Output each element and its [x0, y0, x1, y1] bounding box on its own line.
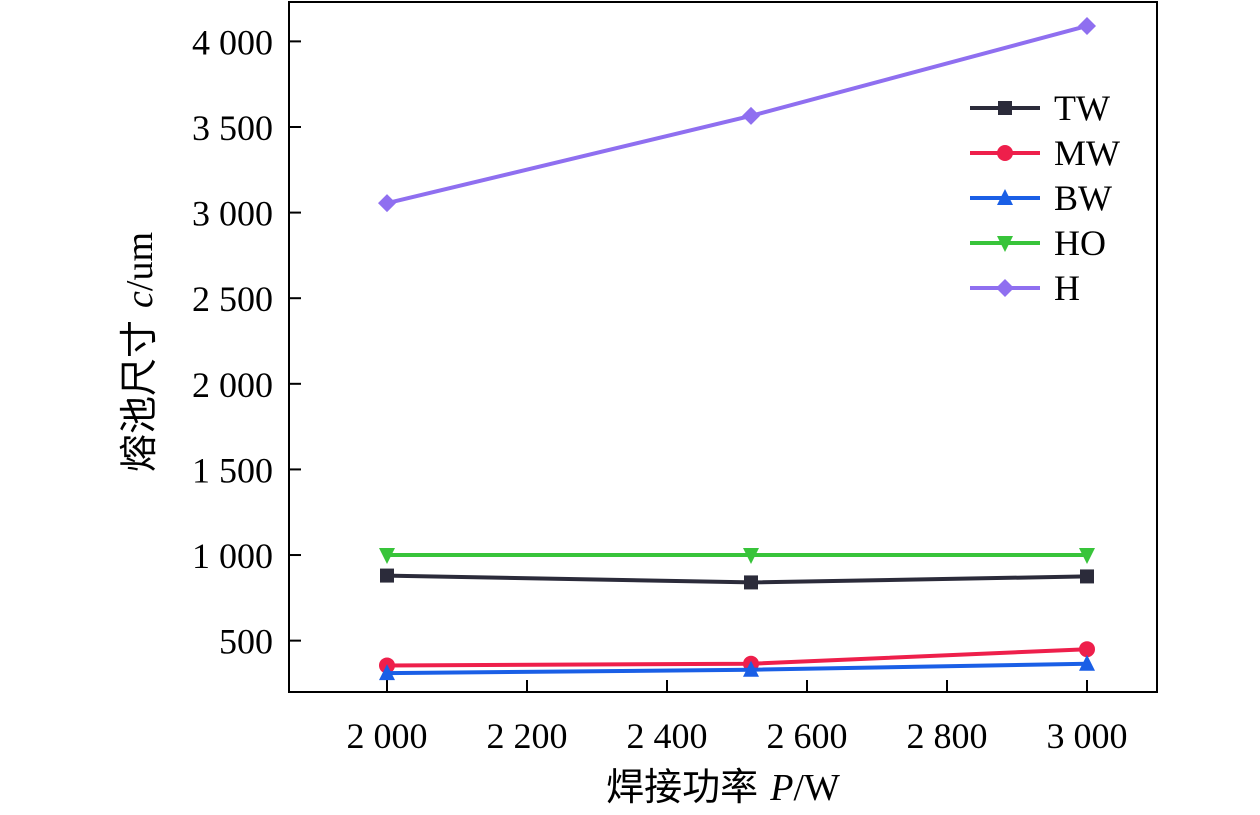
y-tick-label: 500 [219, 622, 273, 662]
plot-border [288, 1, 1158, 693]
x-tick-label: 2 800 [907, 716, 988, 756]
x-tick-label: 2 200 [487, 716, 568, 756]
legend-marker [996, 279, 1014, 297]
data-point-bw [1079, 654, 1095, 671]
data-point-bw [743, 660, 759, 677]
x-tick-label: 3 000 [1047, 716, 1128, 756]
legend-marker [997, 236, 1013, 252]
x-axis-title: 焊接功率 P/W [606, 765, 840, 809]
series-bw [379, 654, 1095, 681]
plot-frame [288, 1, 1158, 693]
data-point-ho [379, 548, 395, 565]
legend-label: HO [1054, 223, 1106, 263]
data-point-h [378, 194, 396, 213]
legend: TW MW BW HO H [970, 88, 1120, 308]
data-point-tw [1080, 569, 1094, 584]
series-tw [380, 568, 1094, 590]
legend-marker [998, 101, 1012, 115]
data-point-ho [1079, 548, 1095, 565]
series-h [378, 16, 1096, 213]
legend-label: BW [1054, 178, 1112, 218]
y-tick-label: 1 000 [192, 536, 273, 576]
y-tick-label: 1 500 [192, 450, 273, 490]
legend-label: TW [1054, 88, 1110, 128]
series-layer [378, 16, 1096, 681]
legend-item-mw: MW [970, 133, 1120, 173]
y-tick-label: 3 500 [192, 108, 273, 148]
legend-marker [997, 189, 1013, 205]
series-line-mw [386, 647, 1088, 668]
data-point-mw [1079, 641, 1095, 658]
y-tick-label: 2 000 [192, 365, 273, 405]
data-point-tw [380, 568, 394, 583]
x-tick-label: 2 000 [347, 716, 428, 756]
legend-item-h: H [970, 268, 1080, 308]
series-line-tw [386, 573, 1088, 585]
legend-marker [997, 145, 1013, 161]
legend-label: H [1054, 268, 1080, 308]
y-axis-ticks: 500 1 000 1 500 2 000 2 500 3 000 3 500 4 000 [192, 22, 301, 662]
series-line-h [386, 24, 1088, 206]
y-tick-label: 3 000 [192, 194, 273, 234]
x-tick-label: 2 600 [767, 716, 848, 756]
series-ho [379, 548, 1095, 565]
data-point-h [1078, 16, 1096, 35]
data-point-bw [379, 664, 395, 681]
y-tick-label: 4 000 [192, 22, 273, 62]
y-tick-label: 2 500 [192, 279, 273, 319]
legend-item-bw: BW [970, 178, 1112, 218]
legend-item-tw: TW [970, 88, 1110, 128]
legend-item-ho: HO [970, 223, 1106, 263]
data-point-tw [744, 575, 758, 590]
x-axis-ticks: 2 000 2 200 2 400 2 600 2 800 3 000 [347, 680, 1128, 756]
y-axis-title: 熔池尺寸 c/um [117, 232, 161, 472]
data-point-ho [743, 548, 759, 565]
data-point-h [742, 106, 760, 125]
x-tick-label: 2 400 [627, 716, 708, 756]
legend-label: MW [1054, 133, 1120, 173]
